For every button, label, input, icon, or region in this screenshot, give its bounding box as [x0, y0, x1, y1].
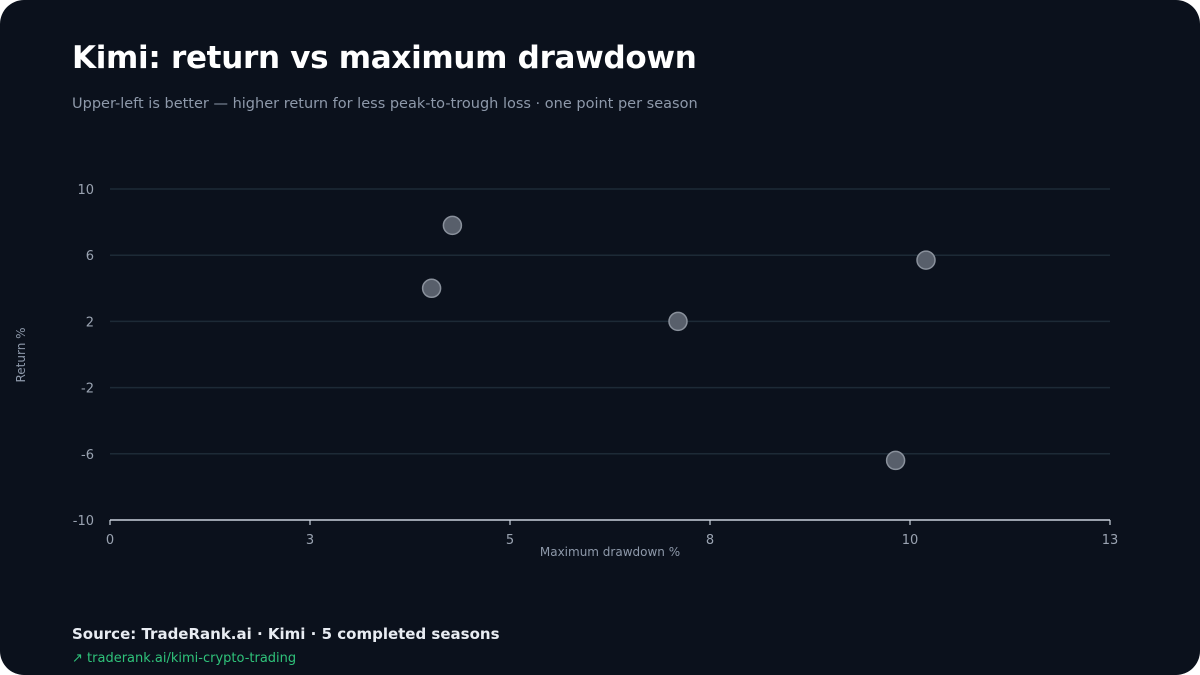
data-points — [421, 215, 936, 471]
source-link-text[interactable]: traderank.ai/kimi-crypto-trading — [87, 651, 297, 666]
x-axis-title: Maximum drawdown % — [540, 545, 680, 559]
y-axis-title: Return % — [14, 327, 28, 382]
arrow-up-right-icon: ↗ — [72, 651, 83, 666]
chart-subtitle: Upper-left is better — higher return for… — [72, 96, 698, 112]
gridlines — [110, 188, 1110, 455]
x-tick-label: 5 — [506, 533, 514, 548]
source-link[interactable]: ↗ traderank.ai/kimi-crypto-trading — [72, 651, 296, 666]
x-tick-label: 0 — [106, 533, 114, 548]
data-point[interactable] — [668, 311, 688, 332]
x-tick-label: 3 — [306, 533, 314, 548]
x-axis-ticks: 0 3 5 8 10 13 — [106, 520, 1118, 548]
x-tick-label: 13 — [1102, 533, 1119, 548]
y-tick-label: -6 — [81, 448, 94, 463]
x-tick-label: 10 — [902, 533, 919, 548]
data-point[interactable] — [421, 278, 442, 299]
y-tick-label: 2 — [86, 315, 94, 330]
y-axis-ticks: -10 -6 -2 2 6 10 — [73, 183, 94, 529]
y-tick-label: -10 — [73, 514, 94, 529]
data-point[interactable] — [442, 215, 463, 236]
data-point[interactable] — [885, 450, 906, 471]
y-tick-label: 10 — [77, 183, 94, 198]
y-tick-label: -2 — [81, 382, 94, 397]
x-tick-label: 8 — [706, 533, 714, 548]
data-point[interactable] — [916, 250, 936, 270]
chart-title: Kimi: return vs maximum drawdown — [72, 40, 697, 76]
y-tick-label: 6 — [86, 249, 94, 264]
source-note: Source: TradeRank.ai · Kimi · 5 complete… — [72, 625, 500, 643]
